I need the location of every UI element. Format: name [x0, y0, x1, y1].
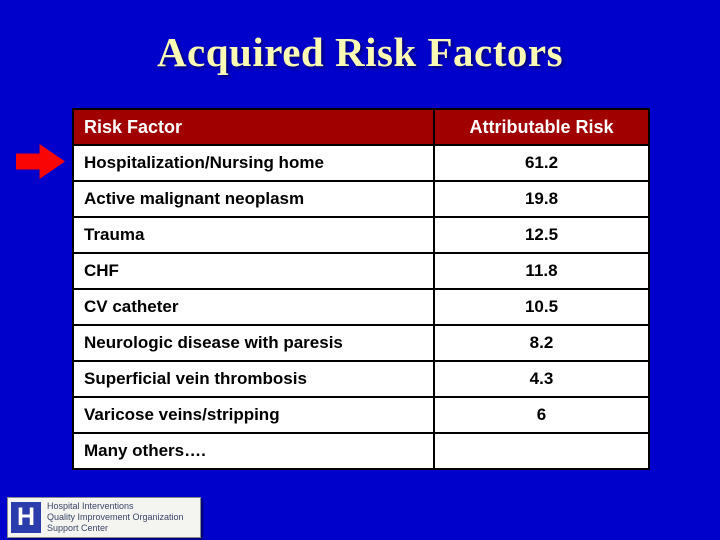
attributable-risk-cell	[433, 432, 650, 470]
column-header-attributable-risk: Attributable Risk	[433, 108, 650, 146]
risk-factor-table: Risk Factor Attributable Risk Hospitaliz…	[72, 108, 650, 470]
logo-line-2: Quality Improvement Organization	[47, 512, 184, 522]
logo-line-3: Support Center	[47, 523, 109, 533]
attributable-risk-cell: 6	[433, 396, 650, 434]
table-row: Trauma 12.5	[72, 216, 650, 254]
table-header: Risk Factor Attributable Risk	[72, 108, 650, 146]
attributable-risk-cell: 61.2	[433, 144, 650, 182]
risk-factor-cell: Neurologic disease with paresis	[72, 324, 435, 362]
hospital-h-icon: H	[11, 502, 41, 533]
table-body: Hospitalization/Nursing home 61.2 Active m…	[72, 144, 650, 470]
risk-factor-cell: CHF	[72, 252, 435, 290]
table-row: Active malignant neoplasm 19.8	[72, 180, 650, 218]
table-row: Superficial vein thrombosis 4.3	[72, 360, 650, 398]
logo-text: Hospital Interventions Quality Improveme…	[47, 501, 184, 534]
table-row: CHF 11.8	[72, 252, 650, 290]
table-row: Varicose veins/stripping 6	[72, 396, 650, 434]
risk-factor-cell: CV catheter	[72, 288, 435, 326]
risk-factor-cell: Varicose veins/stripping	[72, 396, 435, 434]
right-arrow-icon	[16, 144, 65, 179]
risk-factor-cell: Trauma	[72, 216, 435, 254]
attributable-risk-cell: 8.2	[433, 324, 650, 362]
table-header-row: Risk Factor Attributable Risk	[72, 108, 650, 146]
attributable-risk-cell: 19.8	[433, 180, 650, 218]
attributable-risk-cell: 12.5	[433, 216, 650, 254]
table-row: Neurologic disease with paresis 8.2	[72, 324, 650, 362]
risk-factor-cell: Hospitalization/Nursing home	[72, 144, 435, 182]
table-row: CV catheter 10.5	[72, 288, 650, 326]
risk-factor-cell: Superficial vein thrombosis	[72, 360, 435, 398]
logo-line-1: Hospital Interventions	[47, 501, 134, 511]
table-row: Many others….	[72, 432, 650, 470]
risk-factor-cell: Many others….	[72, 432, 435, 470]
column-header-risk-factor: Risk Factor	[72, 108, 435, 146]
attributable-risk-cell: 11.8	[433, 252, 650, 290]
risk-factor-cell: Active malignant neoplasm	[72, 180, 435, 218]
organization-logo: H Hospital Interventions Quality Improve…	[7, 497, 201, 538]
page-title: Acquired Risk Factors	[156, 29, 564, 75]
table-row: Hospitalization/Nursing home 61.2	[72, 144, 650, 182]
attributable-risk-cell: 4.3	[433, 360, 650, 398]
attributable-risk-cell: 10.5	[433, 288, 650, 326]
